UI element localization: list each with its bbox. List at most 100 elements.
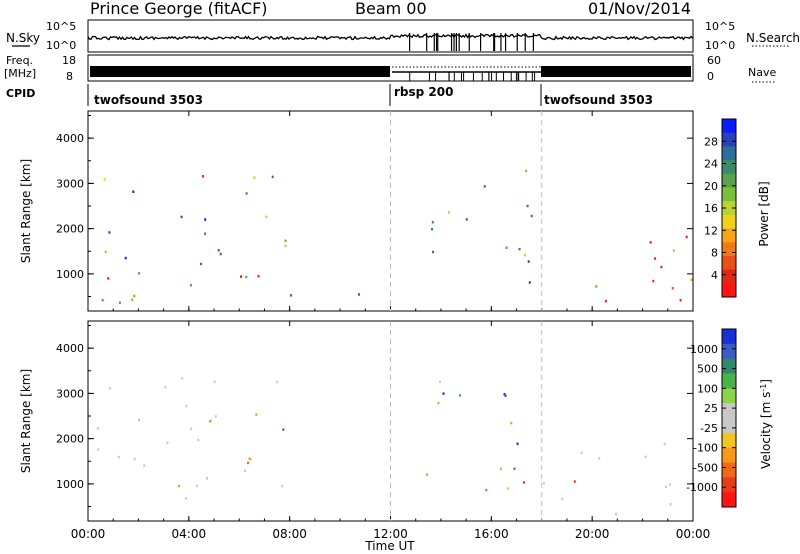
data-point [96,427,99,430]
velocity-points [96,377,672,516]
colorbar-tick-label: 16 [704,202,718,215]
data-point [518,247,521,251]
colorbar-tick-label: -100 [693,442,718,455]
colorbar-swatch [722,447,736,463]
data-point [104,250,107,254]
colorbar-swatch [722,214,736,230]
data-point [668,483,671,486]
colorbar-tick-label: -1000 [686,481,718,494]
data-point [108,387,111,390]
noise-sky-line [87,33,693,41]
data-point [181,377,184,380]
freq-trace [90,66,691,81]
colorbar-swatch [722,242,736,257]
data-point [615,512,617,516]
noise-right-tick-bottom: 10^0 [705,39,735,52]
data-point [671,287,674,290]
data-point [439,380,441,384]
data-point [644,455,647,458]
data-point [573,480,576,483]
data-point [448,211,451,214]
colorbar-swatch [722,432,736,449]
data-point [185,404,188,408]
data-point [527,260,530,263]
freq-band [90,66,390,77]
data-point [249,457,252,461]
data-point [669,503,672,506]
data-point [432,250,435,254]
data-point [598,457,601,460]
data-point [103,178,106,181]
data-point [118,301,121,304]
data-point [580,451,583,454]
colorbar-tick-label: 24 [704,158,718,171]
data-point [197,438,200,442]
data-point [465,218,468,221]
data-point [108,231,111,234]
data-point [265,215,268,219]
y-tick-label: 1000 [56,268,84,281]
data-point [276,380,279,384]
data-point [507,487,510,490]
data-point [679,299,682,302]
freq-band [541,66,691,77]
data-point [525,169,528,173]
colorbar-tick-label: 8 [711,247,718,260]
data-point [649,241,652,244]
noise-right-tick-top: 10^5 [705,20,735,33]
data-point [245,192,248,195]
colorbar-tick-label: 28 [704,135,718,148]
colorbar-swatch [722,132,736,147]
data-point [210,419,212,422]
data-point [204,232,207,235]
data-point [513,467,516,470]
data-point [247,461,249,465]
cpid-segment-3: twofsound 3503 [544,93,653,107]
beam-title: Beam 00 [355,0,427,18]
colorbar-swatch [722,269,736,284]
colorbar-tick-label: 4 [711,269,718,282]
colorbar-swatch [722,187,736,202]
x-tick-label: 04:00 [172,527,207,541]
data-point [195,484,198,488]
colorbar-tick-label: 25 [704,402,718,415]
data-point [201,175,204,178]
data-point [257,274,260,278]
x-tick-label: 08:00 [272,527,307,541]
data-point [530,214,533,218]
velocity-colorbar-label: Velocity [m s-1] [759,379,774,469]
y-tick-label: 4000 [56,132,84,145]
data-point [271,175,274,179]
freq-right-label: Nave [748,66,776,79]
data-point [97,448,100,451]
data-point [595,285,598,288]
data-point [214,415,217,418]
data-point [528,281,531,284]
y-tick-label: 3000 [56,177,84,190]
data-point [138,272,141,275]
data-point [522,481,525,484]
colorbar-swatch [722,403,736,419]
data-point [166,441,169,445]
power-panel: 1000 2000 3000 4000 Slant Range [km] 4 8 12 16… [19,110,771,312]
colorbar-swatch [722,160,736,175]
data-point [133,294,136,298]
station-title: Prince George (fitACF) [90,0,268,18]
data-point [431,221,434,224]
data-point [248,457,251,460]
colorbar-swatch [722,201,736,216]
colorbar-tick-label: 500 [697,363,718,376]
data-point [143,464,146,467]
colorbar-swatch [722,462,736,478]
data-point [290,294,293,297]
velocity-y-axis: 1000 2000 3000 4000 [56,325,693,508]
freq-panel: Freq. [MHz] 18 8 Nave 60 0 [4,54,776,83]
y-tick-label: 4000 [56,342,84,355]
colorbar-swatch [722,418,736,434]
colorbar-swatch [722,173,736,188]
y-tick-label: 2000 [56,223,84,236]
power-points [101,169,693,304]
data-point [690,278,693,281]
data-point [458,394,461,397]
